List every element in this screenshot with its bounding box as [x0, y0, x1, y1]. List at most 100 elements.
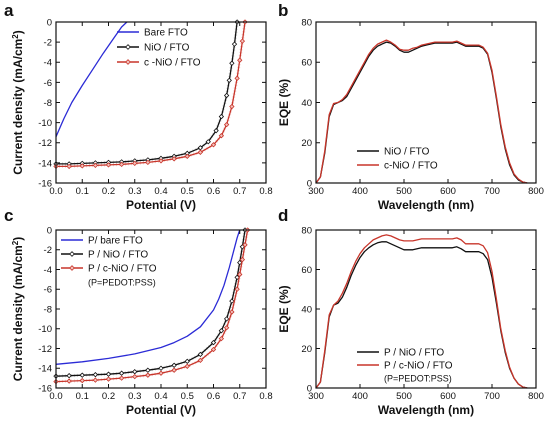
data-point-c-2-7	[145, 372, 151, 378]
legend-marker-c-1	[69, 251, 75, 257]
data-point-c-2-15	[229, 309, 235, 315]
legend-label-d-0: P / NiO / FTO	[384, 348, 444, 359]
x-axis-title-c: Potential (V)	[126, 403, 196, 417]
x-tick-label-d-0: 300	[308, 391, 324, 402]
data-point-a-1-14	[218, 113, 225, 120]
y-axis-title-c: Current density (mA/cm2)	[11, 237, 25, 381]
data-point-c-2-2	[79, 377, 85, 384]
legend-label-a-2: c -NiO / FTO	[144, 58, 201, 69]
data-point-c-1-8	[158, 365, 164, 371]
x-axis-title-b: Wavelength (nm)	[378, 198, 474, 212]
y-tick-label-c-0: 0	[47, 225, 52, 236]
data-point-c-2-16	[234, 286, 240, 292]
x-tick-label-a-4: 0.4	[154, 186, 167, 197]
data-point-a-2-16	[234, 75, 240, 82]
y-tick-label-b-0: 0	[307, 178, 312, 189]
data-point-c-1-7	[145, 367, 151, 373]
panel-letter-b: b	[278, 1, 288, 20]
y-tick-label-a-2: -4	[44, 58, 52, 69]
data-point-c-2-6	[132, 373, 138, 380]
panel-a: 0.0 0.1 0.2 0.3 0.4 0.5 0.6 0.7 0.8 0 -2 -4 -6 -8 -10 -…	[11, 17, 273, 212]
x-tick-label-d-5: 800	[528, 391, 544, 402]
x-tick-label-a-7: 0.7	[233, 186, 246, 197]
data-point-c-1-16	[234, 274, 240, 281]
data-point-a-2-3	[92, 162, 99, 169]
data-point-a-2-13	[218, 133, 225, 139]
x-tick-label-b-1: 400	[352, 186, 368, 197]
x-tick-label-a-5: 0.5	[181, 186, 194, 197]
data-point-a-2-5	[118, 161, 125, 168]
data-point-a-2-8	[158, 158, 164, 164]
data-point-a-2-4	[105, 162, 112, 168]
legend-note-d: (P=PEDOT:PSS)	[384, 374, 452, 384]
y-tick-label-b-3: 60	[301, 58, 312, 69]
y-tick-label-a-8: -16	[38, 178, 52, 189]
data-point-a-1-15	[223, 92, 230, 99]
y-tick-label-d-2: 40	[301, 304, 312, 315]
data-point-c-1-4	[105, 371, 112, 377]
y-tick-label-c-5: -10	[38, 324, 52, 335]
legend-label-a-0: Bare FTO	[144, 28, 188, 39]
x-tick-label-c-2: 0.2	[102, 391, 115, 402]
data-point-a-1-13	[213, 128, 219, 134]
legend-label-d-1: P / c-NiO / FTO	[384, 361, 453, 372]
y-tick-label-d-1: 20	[301, 344, 312, 355]
data-point-c-1-9	[171, 362, 177, 368]
series-line-a-0	[55, 21, 128, 137]
data-point-a-1-17	[229, 60, 235, 66]
legend-marker-c-2	[69, 265, 75, 271]
x-tick-label-c-8: 0.8	[259, 391, 272, 402]
series-line-d-0	[315, 241, 528, 389]
series-line-c-2	[55, 229, 249, 383]
legend-note-c: (P=PEDOT:PSS)	[88, 278, 156, 288]
y-tick-label-a-6: -12	[38, 138, 52, 149]
legend-label-a-1: NiO / FTO	[144, 43, 190, 54]
legend-label-b-1: c-NiO / FTO	[384, 161, 438, 172]
data-point-c-1-2	[79, 372, 85, 378]
x-tick-label-a-0: 0.0	[49, 186, 62, 197]
y-tick-label-a-4: -8	[44, 98, 52, 109]
series-line-b-1	[315, 39, 528, 184]
data-point-c-2-14	[223, 325, 230, 331]
data-point-c-2-17	[237, 271, 243, 278]
series-halo-c-2	[55, 229, 250, 384]
data-point-a-1-16	[226, 77, 232, 84]
panel-d: 300 400 500 600 700 800 0 20 40 60 80 Wavelength (n…	[277, 225, 544, 417]
data-point-c-1-14	[223, 316, 230, 322]
data-point-a-2-15	[229, 103, 235, 110]
data-point-a-2-6	[132, 160, 138, 167]
data-point-c-2-4	[105, 376, 112, 382]
data-point-a-2-7	[145, 159, 151, 166]
data-point-c-2-11	[197, 357, 204, 364]
y-tick-label-c-2: -4	[44, 265, 52, 276]
x-tick-label-c-4: 0.4	[154, 391, 167, 402]
data-point-a-2-11	[197, 149, 204, 155]
y-tick-label-b-1: 20	[301, 138, 312, 149]
x-tick-label-a-1: 0.1	[76, 186, 89, 197]
x-tick-label-c-0: 0.0	[49, 391, 62, 402]
panel-letter-c: c	[4, 206, 13, 225]
data-point-c-1-10	[184, 358, 190, 365]
x-tick-label-b-2: 500	[396, 186, 412, 197]
data-point-c-1-11	[197, 351, 204, 358]
data-point-a-1-18	[231, 41, 238, 47]
x-tick-label-d-2: 500	[396, 391, 412, 402]
legend-label-c-2: P / c-NiO / FTO	[88, 264, 157, 275]
data-point-c-2-1	[66, 378, 72, 384]
y-tick-label-a-1: -2	[44, 38, 52, 49]
data-point-c-1-13	[218, 328, 225, 334]
x-tick-label-d-4: 700	[484, 391, 500, 402]
x-axis-title-a: Potential (V)	[126, 198, 196, 212]
x-tick-label-a-8: 0.8	[259, 186, 272, 197]
y-tick-label-c-1: -2	[44, 245, 52, 256]
data-point-c-1-1	[66, 372, 72, 379]
data-point-c-2-12	[210, 346, 217, 353]
data-point-c-2-18	[239, 256, 246, 263]
panel-letter-d: d	[278, 206, 288, 225]
x-tick-label-c-5: 0.5	[181, 391, 194, 402]
y-tick-label-d-3: 60	[301, 265, 312, 276]
y-tick-label-a-0: 0	[47, 17, 52, 28]
y-tick-label-d-0: 0	[307, 383, 312, 394]
x-tick-label-a-2: 0.2	[102, 186, 115, 197]
